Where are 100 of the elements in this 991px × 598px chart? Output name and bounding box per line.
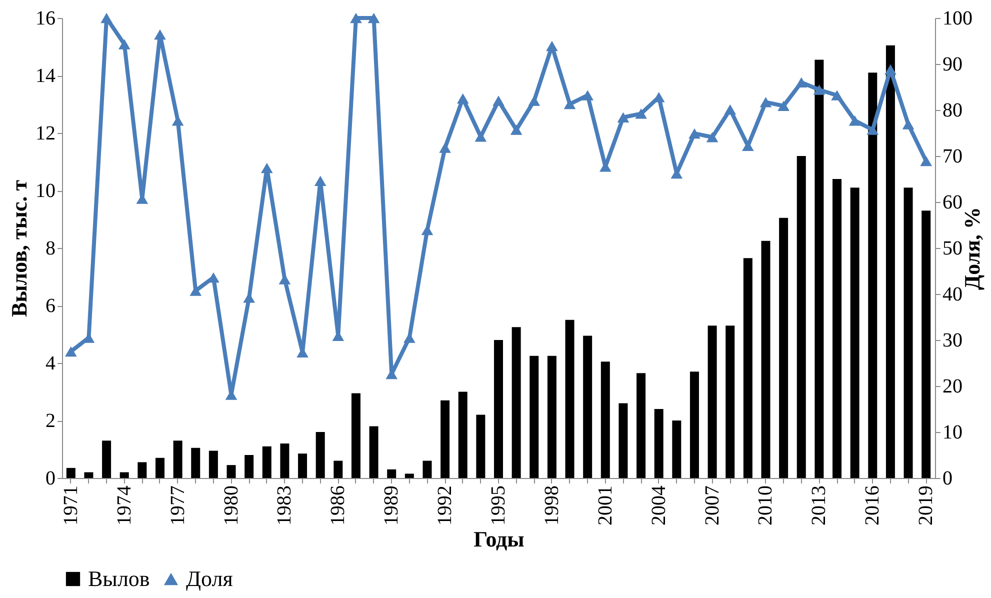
x-tick-label: 1971: [60, 486, 82, 526]
bar: [120, 472, 129, 478]
x-tick-label: 2016: [862, 486, 884, 526]
bar: [530, 356, 539, 478]
bar: [814, 60, 824, 478]
x-tick-label: 1983: [274, 486, 296, 526]
bar: [280, 444, 290, 478]
x-tick-label: 2001: [594, 486, 616, 526]
bar: [547, 356, 556, 478]
point: [902, 119, 914, 130]
bar: [779, 218, 788, 478]
bar: [494, 340, 503, 478]
point: [742, 140, 754, 152]
bar: [476, 414, 486, 478]
bar: [654, 409, 664, 478]
bar: [583, 336, 592, 478]
point: [118, 39, 130, 50]
point: [474, 132, 487, 142]
point: [492, 96, 504, 106]
y2-tick-label: 0: [942, 468, 952, 490]
x-tick-label: 2010: [754, 486, 777, 526]
point: [920, 156, 932, 166]
y-tick-label: 12: [36, 122, 56, 144]
x-tick-label: 2004: [648, 486, 670, 526]
x-tick-label: 1989: [380, 486, 403, 526]
bar: [600, 362, 610, 478]
bar: [351, 393, 360, 478]
point: [831, 90, 843, 100]
point: [368, 12, 380, 24]
y2-tick-label: 10: [942, 422, 962, 444]
y-tick-label: 10: [36, 180, 56, 202]
point: [154, 29, 166, 40]
y2-tick-label: 70: [942, 146, 962, 168]
point: [848, 115, 861, 126]
x-tick-label: 1980: [220, 486, 242, 526]
point: [724, 104, 736, 115]
bar: [422, 460, 432, 478]
bar: [690, 372, 699, 478]
bar: [262, 446, 272, 478]
x-tick-label: 2007: [701, 486, 724, 526]
x-tick-label: 1992: [434, 486, 456, 526]
bar: [138, 462, 147, 478]
x-tick-label: 1977: [166, 486, 189, 526]
bar: [102, 440, 112, 478]
point: [564, 98, 576, 110]
point: [546, 40, 558, 52]
point: [582, 90, 594, 100]
point: [528, 96, 540, 106]
point: [813, 84, 826, 95]
bar: [404, 474, 414, 478]
bar: [191, 448, 200, 478]
point: [350, 12, 362, 24]
point: [260, 162, 273, 174]
y2-tick-label: 30: [942, 330, 962, 352]
y-tick-label: 0: [46, 468, 56, 490]
x-axis-title: Годы: [474, 526, 524, 552]
x-tick-label: 1974: [113, 486, 136, 526]
bar: [636, 373, 646, 478]
legend-label: Вылов: [88, 566, 150, 591]
y-tick-label: 6: [46, 295, 56, 317]
point: [688, 128, 700, 139]
bar: [226, 465, 236, 478]
y-tick-label: 2: [46, 410, 56, 432]
bar: [726, 326, 735, 478]
bar: [850, 188, 860, 478]
x-tick-label: 2013: [808, 486, 830, 526]
bar: [796, 156, 806, 478]
bar: [316, 432, 325, 478]
bar: [672, 420, 682, 478]
bar: [369, 426, 378, 478]
y-tick-label: 8: [46, 238, 56, 260]
bar: [832, 179, 842, 478]
y2-tick-label: 40: [942, 284, 962, 306]
bar: [904, 188, 913, 478]
y2-tick-label: 20: [942, 376, 962, 398]
legend-label: Доля: [186, 566, 233, 591]
bar: [761, 240, 770, 478]
point: [884, 64, 896, 75]
point: [439, 142, 451, 153]
y-tick-label: 14: [36, 65, 56, 87]
y-axis-title: Вылов, тыс. т: [6, 180, 32, 318]
bar: [173, 440, 182, 478]
bar: [334, 460, 343, 478]
point: [456, 93, 469, 104]
bar: [886, 45, 895, 478]
y2-tick-label: 100: [942, 8, 972, 30]
bar: [512, 327, 521, 478]
bar: [155, 458, 164, 478]
bar: [458, 392, 468, 478]
y2-tick-label: 80: [942, 100, 962, 122]
y-tick-label: 4: [46, 352, 56, 374]
bar: [868, 72, 878, 478]
y2-tick-label: 90: [942, 54, 962, 76]
bar: [66, 468, 76, 478]
bar: [743, 258, 752, 478]
bar: [708, 326, 717, 478]
point: [100, 12, 112, 24]
bar: [208, 450, 218, 478]
y2-tick-label: 60: [942, 192, 962, 214]
point: [314, 176, 326, 186]
